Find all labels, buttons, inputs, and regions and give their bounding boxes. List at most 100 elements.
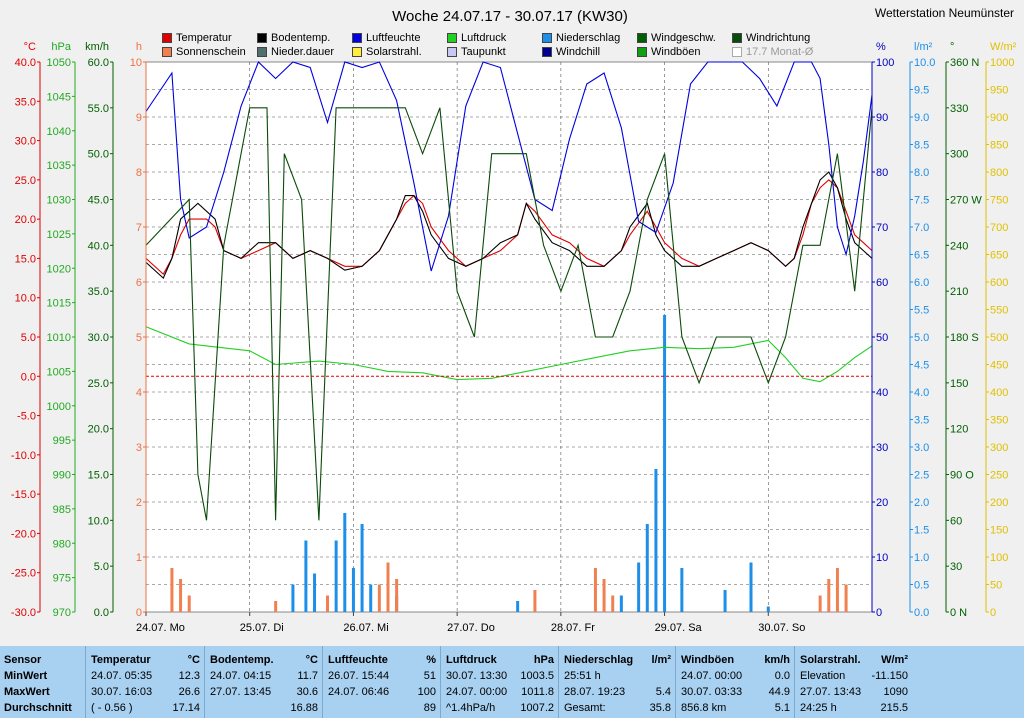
- tick-label: 2.5: [914, 470, 929, 482]
- legend-item: Windgeschw.: [637, 32, 716, 44]
- tick-label: 20.0: [88, 424, 109, 436]
- tick-label: 30: [950, 561, 962, 573]
- tick-label: 8.0: [914, 167, 929, 179]
- stats-row-label: Sensor: [4, 654, 42, 666]
- legend-item: Windchill: [542, 46, 600, 58]
- tick-label: 990: [53, 470, 71, 482]
- tick-label: 1: [136, 552, 142, 564]
- legend-label: Luftdruck: [461, 32, 507, 44]
- bar-sonnenschein: [170, 568, 174, 612]
- stats-cell-label: 24.07. 06:46: [328, 686, 390, 698]
- tick-label: 9.0: [914, 112, 929, 124]
- tick-label: -10.0: [11, 450, 36, 462]
- tick-label: 4.0: [914, 387, 929, 399]
- bar-sonnenschein: [377, 584, 381, 612]
- tick-label: 3.0: [914, 442, 929, 454]
- stats-cell-value: 17.14: [172, 702, 200, 714]
- stats-cell-label: 30.07. 16:03: [91, 686, 153, 698]
- stats-cell-value: 89: [423, 702, 436, 714]
- stats-cell-row: Solarstrahl. W/m²: [800, 652, 908, 668]
- stats-cell-value: -11.150: [871, 670, 909, 682]
- legend-swatch: [542, 33, 552, 43]
- tick-label: 8.5: [914, 140, 929, 152]
- tick-label: 750: [990, 195, 1008, 207]
- legend-swatch: [542, 47, 552, 57]
- stats-row-label: MinWert: [4, 670, 48, 682]
- bar-niederschlag: [680, 568, 684, 612]
- stats-cell-value: l/m²: [651, 654, 671, 666]
- stats-cell-value: 16.88: [290, 702, 318, 714]
- bar-niederschlag: [723, 590, 727, 612]
- tick-label: 0: [876, 607, 882, 619]
- tick-label: 60.0: [88, 57, 109, 69]
- tick-label: 995: [53, 435, 71, 447]
- stats-cell-row: 27.07. 13:43 1090: [800, 684, 908, 700]
- tick-label: 0 N: [950, 607, 967, 619]
- tick-label: 90 O: [950, 470, 974, 482]
- stats-cell-row: 24.07. 00:00 0.0: [681, 668, 790, 684]
- stats-cell-label: Luftdruck: [446, 654, 497, 666]
- tick-label: 1.5: [914, 525, 929, 537]
- tick-label: 150: [990, 525, 1008, 537]
- stats-cell-label: Gesamt:: [564, 702, 606, 714]
- tick-label: 1050: [47, 57, 71, 69]
- tick-label: 45.0: [88, 195, 109, 207]
- tick-label: 25.0: [15, 175, 36, 187]
- bar-niederschlag: [663, 315, 667, 612]
- stats-cell-row: 24.07. 05:35 12.3: [91, 668, 200, 684]
- tick-label: 5.5: [914, 305, 929, 317]
- tick-label: 1000: [990, 57, 1014, 69]
- tick-label: 975: [53, 573, 71, 585]
- tick-label: 1025: [47, 229, 71, 241]
- legend-item: Luftfeuchte: [352, 32, 420, 44]
- stats-cell-label: 25:51 h: [564, 670, 601, 682]
- stats-row-labels: Sensor MinWert MaxWert Durchschnitt: [0, 646, 87, 718]
- stats-cell-label: 24.07. 00:00: [446, 686, 508, 698]
- stats-column: Bodentemp. °C 24.07. 04:15 11.7 27.07. 13:45…: [206, 646, 324, 718]
- stats-cell-label: 24:25 h: [800, 702, 837, 714]
- stats-cell-row: 28.07. 19:23 5.4: [564, 684, 671, 700]
- stats-cell-label: 27.07. 13:43: [800, 686, 862, 698]
- bars-layer: [170, 315, 848, 612]
- tick-label: -15.0: [11, 489, 36, 501]
- tick-label: 985: [53, 504, 71, 516]
- stats-cell-row: Temperatur °C: [91, 652, 200, 668]
- tick-label: 6.5: [914, 250, 929, 262]
- stats-cell-label: Niederschlag: [564, 654, 634, 666]
- legend-item: Bodentemp.: [257, 32, 330, 44]
- stats-cell-row: 16.88: [210, 700, 318, 716]
- stats-cell-value: 11.7: [297, 670, 318, 682]
- stats-column: Luftdruck hPa 30.07. 13:30 1003.5 24.07. 00:…: [442, 646, 560, 718]
- stats-cell-row: Windböen km/h: [681, 652, 790, 668]
- tick-label: 30.0: [15, 136, 36, 148]
- legend-item: Solarstrahl.: [352, 46, 422, 58]
- stats-cell-value: 44.9: [768, 686, 790, 698]
- bar-niederschlag: [619, 595, 623, 612]
- tick-label: 950: [990, 85, 1008, 97]
- tick-label: 8: [136, 167, 142, 179]
- axis-unit: W/m²: [990, 41, 1017, 53]
- bar-niederschlag: [369, 584, 373, 612]
- tick-label: -5.0: [17, 411, 36, 423]
- tick-label: 3.5: [914, 415, 929, 427]
- tick-label: 1040: [47, 126, 71, 138]
- tick-label: 210: [950, 286, 968, 298]
- tick-label: 600: [990, 277, 1008, 289]
- stats-cell-value: %: [426, 654, 436, 666]
- bar-niederschlag: [334, 540, 338, 612]
- stats-cell-label: ^1.4hPa/h: [446, 702, 496, 714]
- bar-niederschlag: [654, 469, 658, 612]
- tick-label: 850: [990, 140, 1008, 152]
- stats-cell-label: Bodentemp.: [210, 654, 274, 666]
- stats-cell-value: 30.6: [296, 686, 318, 698]
- stats-cell-value: 5.4: [655, 686, 671, 698]
- tick-label: 3: [136, 442, 142, 454]
- tick-label: 0.0: [21, 371, 36, 383]
- tick-label: 0.5: [914, 580, 929, 592]
- tick-label: 60: [876, 277, 888, 289]
- tick-label: 800: [990, 167, 1008, 179]
- tick-label: 1005: [47, 366, 71, 378]
- tick-label: 5: [136, 332, 142, 344]
- tick-label: 10.0: [914, 57, 935, 69]
- tick-label: 35.0: [15, 96, 36, 108]
